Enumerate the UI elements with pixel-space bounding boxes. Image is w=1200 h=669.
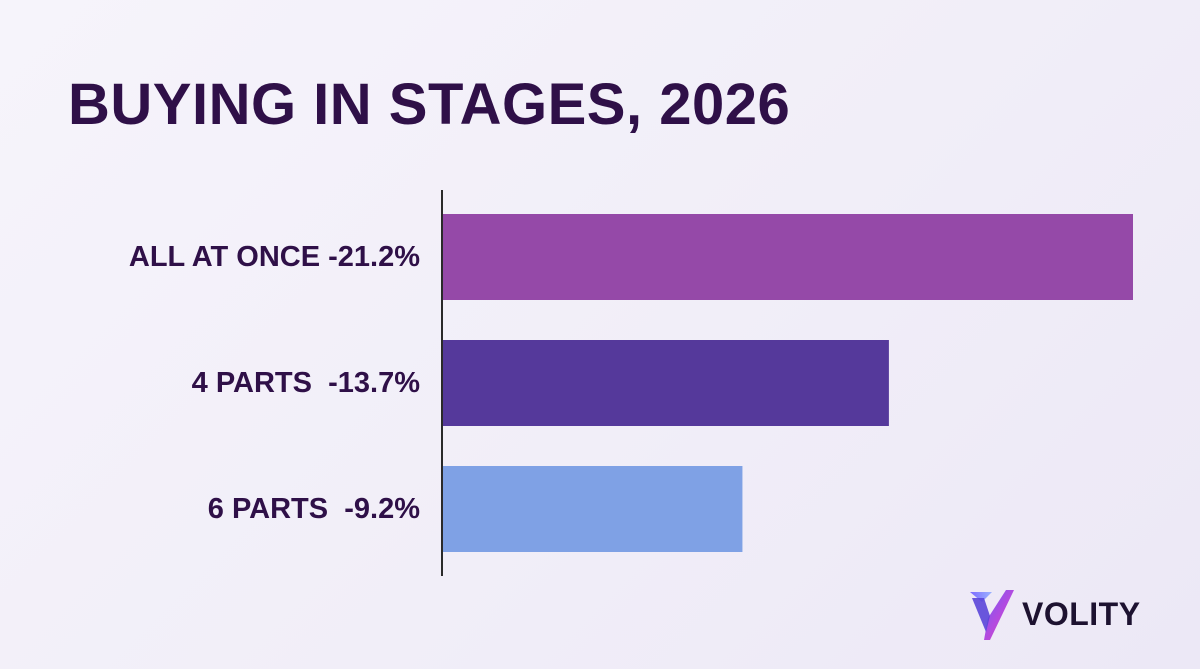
brand-name: VOLITY (1022, 595, 1141, 632)
chart-title: BUYING IN STAGES, 2026 (68, 72, 791, 137)
bar-3 (443, 466, 743, 552)
bar-label-3: 6 PARTS -9.2% (208, 493, 420, 525)
volity-logo: VOLITY (968, 586, 1141, 642)
bar-label-1: ALL AT ONCE -21.2% (129, 241, 420, 273)
bar-1 (443, 214, 1133, 300)
volity-logo-icon (970, 590, 1014, 640)
bar-label-2: 4 PARTS -13.7% (192, 367, 421, 399)
bar-2 (443, 340, 889, 426)
